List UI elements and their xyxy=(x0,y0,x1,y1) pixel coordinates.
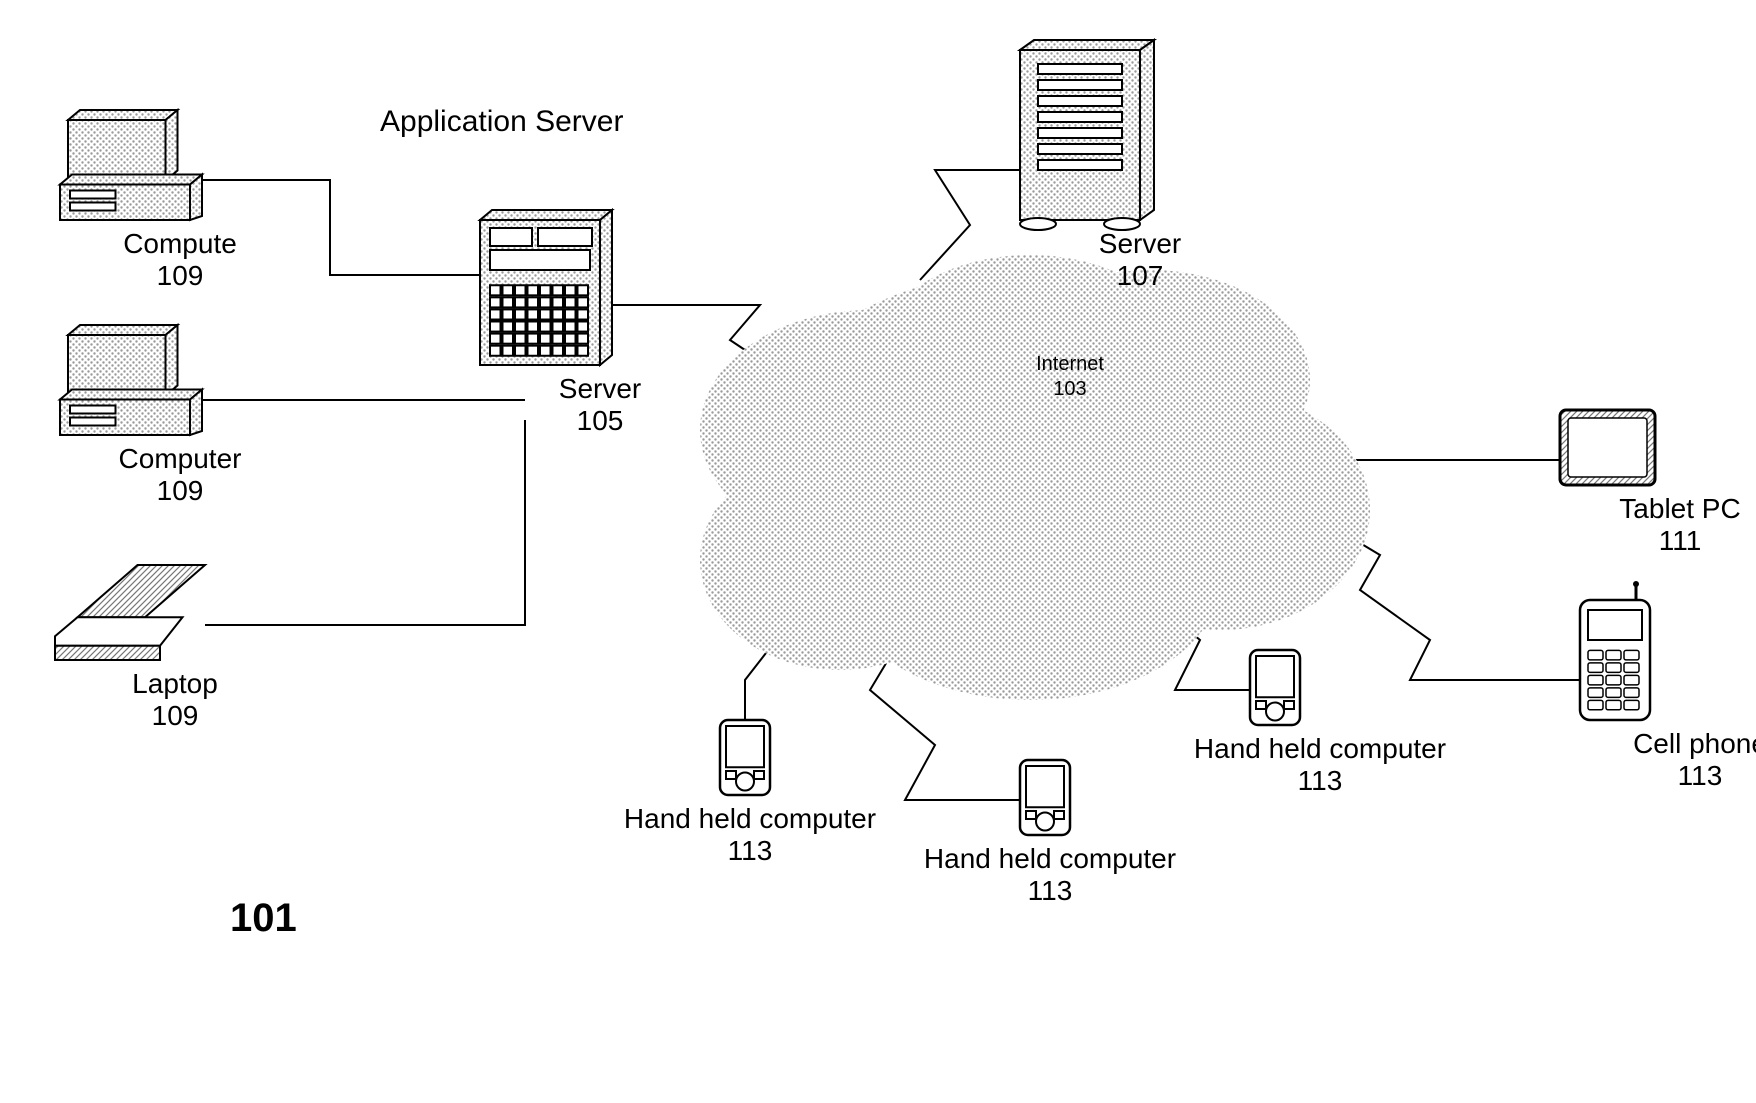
laptop-id-text: 109 xyxy=(45,700,305,732)
tablet-id-text: 111 xyxy=(1550,525,1756,557)
cell-label: Cell phone113 xyxy=(1570,728,1756,792)
laptop-label-text: Laptop xyxy=(45,668,305,700)
internet-cloud: Internet 103 xyxy=(700,255,1370,700)
compute1-icon xyxy=(60,110,202,220)
cell-id-text: 113 xyxy=(1570,760,1756,792)
laptop-label: Laptop109 xyxy=(45,668,305,732)
diagram-stage: Internet 103 Application Server 101 Compu… xyxy=(0,0,1756,1103)
hh3-icon xyxy=(1250,650,1300,725)
tablet-icon xyxy=(1560,410,1655,485)
towerserver-label-text: Server xyxy=(1010,228,1270,260)
edge-towerserver-cloud xyxy=(920,170,1020,280)
appserver-label-text: Server xyxy=(470,373,730,405)
appserver-id-text: 105 xyxy=(470,405,730,437)
towerserver-icon xyxy=(1020,40,1154,230)
appserver-icon xyxy=(480,210,612,365)
edge-appserver-cloud xyxy=(600,305,790,380)
towerserver-id-text: 107 xyxy=(1010,260,1270,292)
compute1-label: Compute109 xyxy=(50,228,310,292)
cloud-id: 103 xyxy=(1053,378,1086,400)
compute1-label-text: Compute xyxy=(50,228,310,260)
computer2-id-text: 109 xyxy=(50,475,310,507)
figure-number: 101 xyxy=(230,895,297,941)
computer2-icon xyxy=(60,325,202,435)
edge-tablet-cloud xyxy=(1265,380,1560,460)
cell-label-text: Cell phone xyxy=(1570,728,1756,760)
hh2-label-text: Hand held computer xyxy=(920,843,1180,875)
tablet-label: Tablet PC111 xyxy=(1550,493,1756,557)
towerserver-label: Server107 xyxy=(1010,228,1270,292)
edge-hh2-cloud xyxy=(845,600,1020,800)
appserver-label: Server105 xyxy=(470,373,730,437)
hh3-label: Hand held computer113 xyxy=(1190,733,1450,797)
edge-cell-cloud xyxy=(1305,510,1580,680)
laptop-icon xyxy=(55,565,205,660)
hh1-icon xyxy=(720,720,770,795)
cell-icon xyxy=(1580,581,1650,720)
hh1-label-text: Hand held computer xyxy=(620,803,880,835)
hh2-id-text: 113 xyxy=(920,875,1180,907)
hh1-id-text: 113 xyxy=(620,835,880,867)
edge-hh3-cloud xyxy=(1140,590,1250,690)
hh3-id-text: 113 xyxy=(1190,765,1450,797)
hh2-label: Hand held computer113 xyxy=(920,843,1180,907)
compute1-id-text: 109 xyxy=(50,260,310,292)
computer2-label-text: Computer xyxy=(50,443,310,475)
application-server-title: Application Server xyxy=(380,105,623,140)
edge-hh1-cloud xyxy=(740,595,780,720)
hh1-label: Hand held computer113 xyxy=(620,803,880,867)
hh2-icon xyxy=(1020,760,1070,835)
computer2-label: Computer109 xyxy=(50,443,310,507)
hh3-label-text: Hand held computer xyxy=(1190,733,1450,765)
cloud-label: Internet xyxy=(1036,353,1104,375)
tablet-label-text: Tablet PC xyxy=(1550,493,1756,525)
